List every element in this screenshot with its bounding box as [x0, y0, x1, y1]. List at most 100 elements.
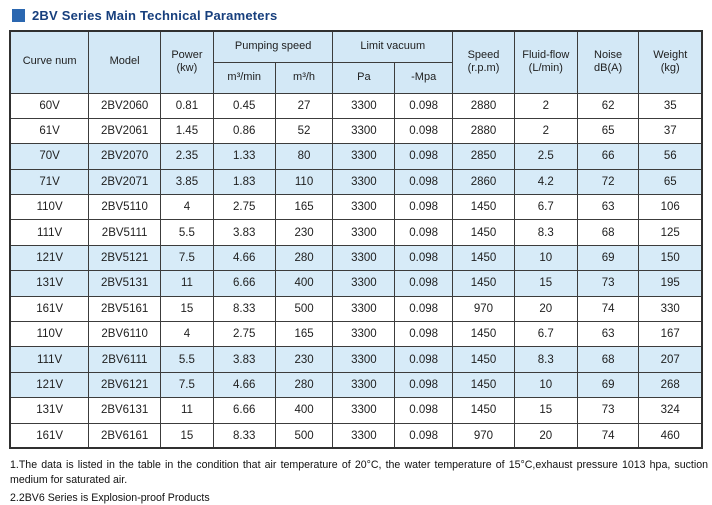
- title-bullet-square-icon: [12, 9, 25, 22]
- header-fluid-flow: Fluid-flow (L/min): [513, 30, 578, 94]
- cell-weight: 324: [638, 397, 703, 424]
- cell-m3min: 6.66: [212, 397, 276, 424]
- cell-m3min: 3.83: [212, 219, 276, 246]
- cell-m3h: 230: [274, 346, 334, 373]
- cell-m3h: 230: [274, 219, 334, 246]
- cell-model: 2BV5161: [88, 295, 161, 323]
- cell-speed: 970: [452, 422, 515, 449]
- cell-noise: 74: [576, 295, 640, 323]
- table-row: 60V 2BV2060 0.81 0.45 27 3300 0.098 2880 2 62 35: [9, 92, 703, 119]
- cell-weight: 35: [638, 92, 703, 119]
- cell-fluid: 15: [513, 397, 578, 424]
- header-row-1: Curve num Model Power (kw) Pumping speed…: [9, 30, 703, 94]
- footnotes: 1.The data is listed in the table in the…: [9, 458, 709, 505]
- cell-mpa: 0.098: [394, 270, 454, 297]
- cell-curve: 70V: [9, 143, 90, 170]
- cell-model: 2BV2071: [88, 168, 161, 196]
- header-fluid-flow-line2: (L/min): [528, 62, 563, 75]
- cell-mpa: 0.098: [394, 321, 454, 348]
- cell-weight: 268: [638, 371, 703, 399]
- cell-speed: 1450: [452, 371, 515, 399]
- cell-m3h: 165: [274, 194, 334, 221]
- cell-weight: 125: [638, 219, 703, 246]
- cell-weight: 167: [638, 321, 703, 348]
- cell-speed: 970: [452, 295, 515, 323]
- cell-weight: 330: [638, 295, 703, 323]
- cell-noise: 66: [576, 143, 640, 170]
- cell-noise: 69: [576, 244, 640, 272]
- table-row: 110V 2BV5110 4 2.75 165 3300 0.098 1450 6.7 63 106: [9, 194, 703, 221]
- cell-m3min: 0.45: [212, 92, 276, 119]
- cell-mpa: 0.098: [394, 117, 454, 145]
- table-row: 131V 2BV6131 11 6.66 400 3300 0.098 1450 15 73 324: [9, 397, 703, 424]
- cell-power: 4: [159, 194, 214, 221]
- cell-pa: 3300: [332, 168, 396, 196]
- cell-pa: 3300: [332, 244, 396, 272]
- cell-fluid: 8.3: [513, 219, 578, 246]
- cell-power: 1.45: [159, 117, 214, 145]
- cell-power: 7.5: [159, 244, 214, 272]
- cell-power: 5.5: [159, 346, 214, 373]
- cell-model: 2BV6111: [88, 346, 161, 373]
- cell-speed: 1450: [452, 194, 515, 221]
- table-row: 121V 2BV5121 7.5 4.66 280 3300 0.098 1450 10 69 15…: [9, 244, 703, 272]
- cell-curve: 60V: [9, 92, 90, 119]
- cell-fluid: 20: [513, 422, 578, 449]
- table-row: 70V 2BV2070 2.35 1.33 80 3300 0.098 2850 2.5 66 56: [9, 143, 703, 170]
- cell-m3h: 400: [274, 270, 334, 297]
- cell-mpa: 0.098: [394, 168, 454, 196]
- cell-m3h: 280: [274, 244, 334, 272]
- cell-fluid: 10: [513, 371, 578, 399]
- cell-mpa: 0.098: [394, 371, 454, 399]
- cell-curve: 161V: [9, 422, 90, 449]
- cell-speed: 2850: [452, 143, 515, 170]
- header-pa: Pa: [332, 61, 396, 94]
- cell-pa: 3300: [332, 117, 396, 145]
- cell-noise: 73: [576, 270, 640, 297]
- cell-curve: 131V: [9, 397, 90, 424]
- cell-power: 3.85: [159, 168, 214, 196]
- cell-speed: 1450: [452, 270, 515, 297]
- cell-noise: 74: [576, 422, 640, 449]
- cell-curve: 111V: [9, 219, 90, 246]
- cell-m3min: 2.75: [212, 194, 276, 221]
- header-speed-line2: (r.p.m): [467, 62, 500, 75]
- cell-fluid: 4.2: [513, 168, 578, 196]
- cell-model: 2BV2070: [88, 143, 161, 170]
- cell-fluid: 2: [513, 117, 578, 145]
- header-speed: Speed (r.p.m): [452, 30, 515, 94]
- cell-fluid: 6.7: [513, 321, 578, 348]
- table-row: 161V 2BV6161 15 8.33 500 3300 0.098 970 20 74 460: [9, 422, 703, 449]
- cell-power: 15: [159, 295, 214, 323]
- cell-m3h: 500: [274, 295, 334, 323]
- cell-m3h: 400: [274, 397, 334, 424]
- cell-curve: 161V: [9, 295, 90, 323]
- cell-model: 2BV6110: [88, 321, 161, 348]
- header-weight: Weight (kg): [638, 30, 703, 94]
- cell-fluid: 2: [513, 92, 578, 119]
- cell-weight: 195: [638, 270, 703, 297]
- table-row: 61V 2BV2061 1.45 0.86 52 3300 0.098 2880 2 65 37: [9, 117, 703, 145]
- cell-model: 2BV6121: [88, 371, 161, 399]
- cell-speed: 2880: [452, 117, 515, 145]
- cell-fluid: 20: [513, 295, 578, 323]
- cell-weight: 460: [638, 422, 703, 449]
- cell-noise: 69: [576, 371, 640, 399]
- cell-fluid: 15: [513, 270, 578, 297]
- cell-model: 2BV2060: [88, 92, 161, 119]
- cell-m3min: 1.33: [212, 143, 276, 170]
- cell-speed: 2860: [452, 168, 515, 196]
- cell-mpa: 0.098: [394, 219, 454, 246]
- cell-m3min: 2.75: [212, 321, 276, 348]
- cell-m3min: 6.66: [212, 270, 276, 297]
- cell-m3min: 8.33: [212, 295, 276, 323]
- cell-noise: 68: [576, 346, 640, 373]
- cell-mpa: 0.098: [394, 143, 454, 170]
- cell-power: 5.5: [159, 219, 214, 246]
- cell-power: 7.5: [159, 371, 214, 399]
- cell-pa: 3300: [332, 422, 396, 449]
- cell-m3h: 500: [274, 422, 334, 449]
- header-m3h: m³/h: [274, 61, 334, 94]
- cell-m3min: 0.86: [212, 117, 276, 145]
